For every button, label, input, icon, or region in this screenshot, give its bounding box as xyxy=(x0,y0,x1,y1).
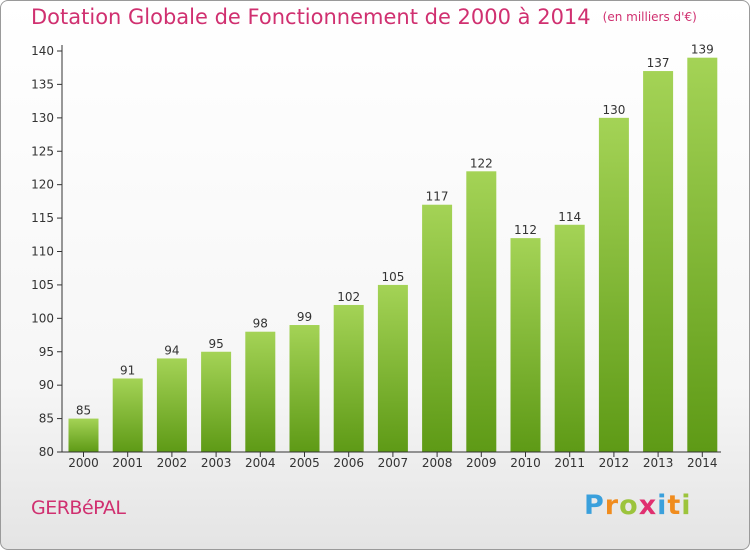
bar xyxy=(466,171,497,453)
y-tick-label: 100 xyxy=(31,311,54,325)
y-tick-label: 105 xyxy=(31,278,54,292)
x-tick-label: 2013 xyxy=(643,456,674,470)
x-tick-label: 2001 xyxy=(112,456,143,470)
y-tick-label: 90 xyxy=(39,378,54,392)
y-tick-label: 80 xyxy=(39,445,54,459)
y-tick-label: 120 xyxy=(31,178,54,192)
bar xyxy=(643,71,674,453)
x-tick-label: 2010 xyxy=(510,456,541,470)
bar xyxy=(598,117,629,452)
x-tick-label: 2009 xyxy=(466,456,497,470)
bar-value-label: 137 xyxy=(647,56,670,70)
commune-name: GERBéPAL xyxy=(31,497,126,519)
bar xyxy=(554,224,585,452)
bar-value-label: 130 xyxy=(602,103,625,117)
bar xyxy=(245,331,276,452)
x-tick-label: 2003 xyxy=(201,456,232,470)
y-tick-label: 85 xyxy=(39,412,54,426)
chart-subtitle: (en milliers d'€) xyxy=(602,10,697,24)
bar xyxy=(333,304,364,452)
bar-value-label: 102 xyxy=(337,290,360,304)
bar-value-label: 139 xyxy=(691,43,714,57)
bar-value-label: 114 xyxy=(558,210,581,224)
bar-value-label: 117 xyxy=(426,190,449,204)
bar-value-label: 85 xyxy=(76,404,91,418)
bar-value-label: 105 xyxy=(381,270,404,284)
x-tick-label: 2002 xyxy=(157,456,188,470)
bar xyxy=(289,325,320,452)
y-tick-label: 130 xyxy=(31,111,54,125)
bar xyxy=(68,418,99,452)
bar-value-label: 91 xyxy=(120,363,135,377)
bars-group: 85 91 94 95 98 99 102 105 117 122 112 114 130 137 139 xyxy=(68,43,718,453)
x-tick-label: 2007 xyxy=(378,456,409,470)
axes-group: 80 85 90 95 100 105 110 115 120 125 130 135 140 2000 2… xyxy=(31,44,721,470)
x-tick-label: 2014 xyxy=(687,456,718,470)
y-tick-label: 95 xyxy=(39,345,54,359)
chart-title-text: Dotation Globale de Fonctionnement de 20… xyxy=(31,5,591,29)
bar-value-label: 99 xyxy=(297,310,312,324)
bar-value-label: 98 xyxy=(253,317,268,331)
bar xyxy=(201,351,232,452)
x-tick-label: 2012 xyxy=(599,456,630,470)
chart-title: Dotation Globale de Fonctionnement de 20… xyxy=(31,5,697,29)
y-tick-label: 140 xyxy=(31,44,54,58)
x-tick-label: 2004 xyxy=(245,456,276,470)
bar xyxy=(377,284,408,452)
bar xyxy=(510,238,541,452)
bar-value-label: 94 xyxy=(164,343,179,357)
bar-value-label: 95 xyxy=(208,337,223,351)
bar xyxy=(422,204,453,452)
bar xyxy=(687,57,718,452)
y-tick-label: 135 xyxy=(31,77,54,91)
bar xyxy=(156,358,187,452)
bar xyxy=(112,378,143,452)
x-tick-label: 2005 xyxy=(289,456,320,470)
x-tick-label: 2011 xyxy=(554,456,585,470)
proxiti-logo: Proxiti xyxy=(584,490,692,521)
y-tick-label: 115 xyxy=(31,211,54,225)
bar-value-label: 112 xyxy=(514,223,537,237)
y-tick-label: 125 xyxy=(31,144,54,158)
x-tick-label: 2000 xyxy=(68,456,99,470)
x-tick-label: 2008 xyxy=(422,456,453,470)
y-tick-label: 110 xyxy=(31,245,54,259)
bar-value-label: 122 xyxy=(470,156,493,170)
x-tick-label: 2006 xyxy=(333,456,364,470)
